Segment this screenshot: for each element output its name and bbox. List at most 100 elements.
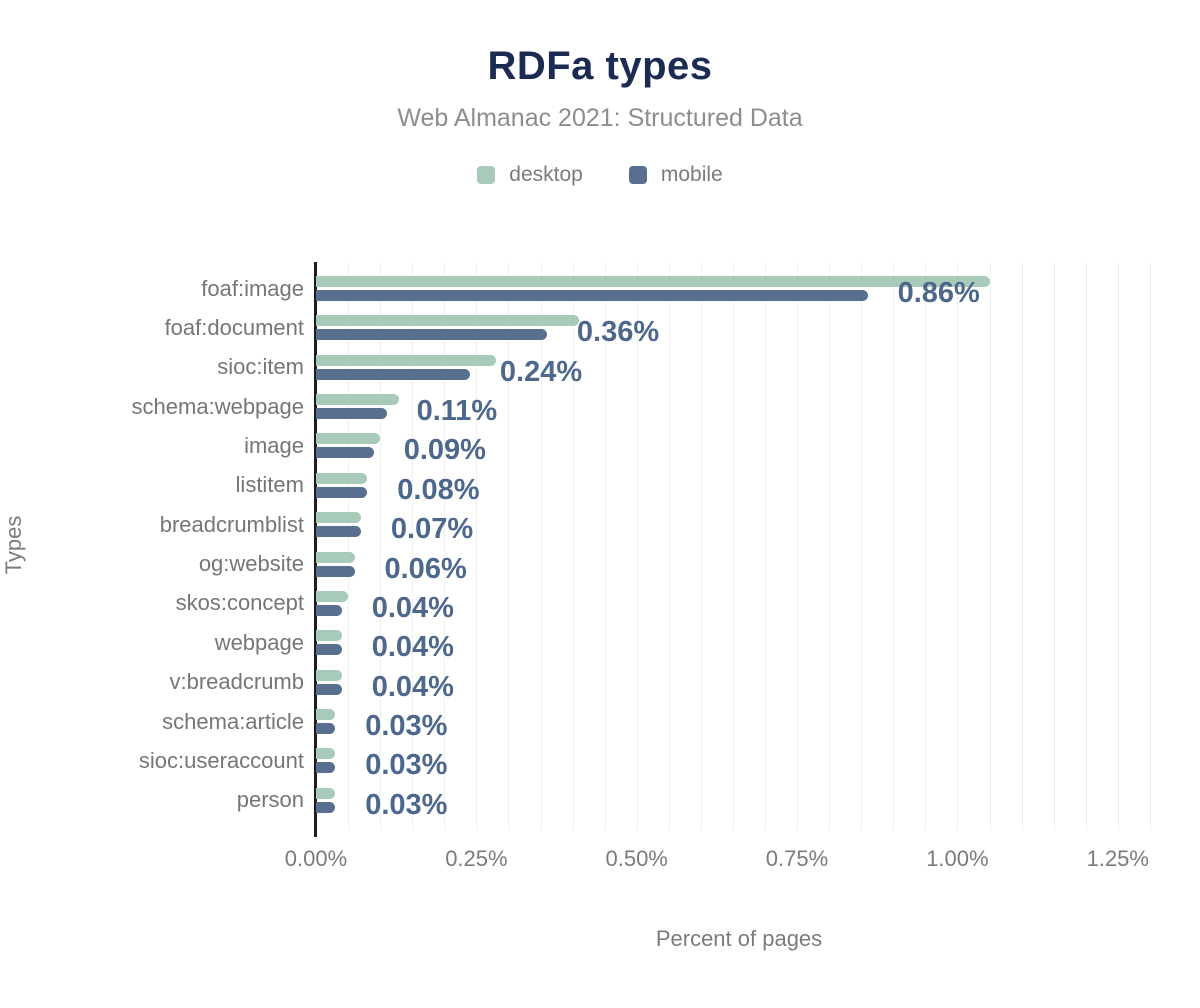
- desktop-bar: [316, 394, 400, 406]
- legend-swatch-icon: [628, 166, 647, 184]
- mobile-bar: [316, 368, 470, 380]
- gridline: [957, 262, 959, 830]
- desktop-bar: [316, 590, 349, 602]
- value-label: 0.03%: [365, 710, 448, 743]
- value-label: 0.04%: [371, 670, 454, 703]
- gridline: [861, 262, 863, 830]
- gridline: [700, 262, 702, 830]
- mobile-bar: [316, 723, 336, 735]
- x-tick-label: 0.50%: [605, 846, 668, 871]
- gridline: [925, 262, 927, 830]
- category-label: v:breadcrumb: [169, 669, 304, 695]
- zero-tick: [314, 830, 317, 837]
- desktop-bar: [316, 551, 355, 563]
- value-label: 0.08%: [397, 473, 480, 506]
- gridline: [668, 262, 670, 830]
- chart-subtitle: Web Almanac 2021: Structured Data: [397, 104, 803, 132]
- x-tick-label: 0.75%: [765, 846, 829, 871]
- gridline: [1085, 262, 1087, 830]
- mobile-bar: [316, 290, 868, 301]
- desktop-bar: [316, 433, 381, 445]
- mobile-bar: [316, 801, 336, 813]
- gridline: [380, 262, 382, 830]
- gridline: [348, 262, 350, 830]
- mobile-bar: [316, 565, 355, 577]
- gridline: [893, 262, 895, 830]
- category-label: sioc:useraccount: [138, 747, 304, 773]
- gridline: [444, 262, 446, 830]
- category-label: breadcrumblist: [159, 511, 304, 537]
- category-label: image: [244, 432, 304, 458]
- value-label: 0.09%: [403, 434, 486, 467]
- desktop-bar: [316, 787, 336, 799]
- desktop-bar: [316, 512, 361, 524]
- category-label: skos:concept: [175, 590, 304, 616]
- mobile-bar: [316, 447, 374, 459]
- category-label: foaf:image: [201, 275, 304, 301]
- gridline: [1149, 262, 1151, 830]
- gridline: [540, 262, 542, 830]
- value-label: 0.03%: [365, 788, 448, 821]
- desktop-bar: [316, 276, 990, 287]
- gridline: [604, 262, 606, 830]
- desktop-bar: [316, 630, 342, 642]
- desktop-bar: [316, 315, 579, 327]
- x-tick-label: 0.00%: [284, 846, 348, 871]
- mobile-bar: [316, 762, 336, 774]
- gridline: [765, 262, 766, 830]
- category-label: person: [236, 787, 304, 813]
- x-axis-title: Percent of pages: [655, 926, 823, 951]
- desktop-bar: [316, 748, 336, 760]
- mobile-bar: [316, 329, 547, 341]
- chart-title: RDFa types: [487, 44, 713, 88]
- desktop-bar: [316, 669, 342, 681]
- value-label: 0.07%: [390, 513, 474, 546]
- legend: desktop mobile: [0, 163, 1200, 187]
- x-tick-label: 1.25%: [1086, 846, 1149, 871]
- gridline: [508, 262, 510, 830]
- legend-label: desktop: [509, 163, 583, 186]
- category-label: webpage: [214, 629, 304, 655]
- value-label: 0.04%: [371, 631, 454, 664]
- gridline: [797, 262, 799, 830]
- gridline: [1021, 262, 1023, 830]
- x-tick-label: 1.00%: [926, 846, 989, 871]
- legend-swatch-icon: [477, 166, 496, 184]
- value-label: 0.24%: [499, 355, 583, 388]
- category-label: listitem: [235, 472, 304, 498]
- value-label: 0.11%: [416, 395, 498, 428]
- category-label: sioc:item: [217, 354, 304, 380]
- gridline: [572, 262, 574, 830]
- desktop-bar: [316, 354, 496, 366]
- category-label: og:website: [198, 551, 304, 577]
- category-label: foaf:document: [164, 314, 304, 340]
- mobile-bar: [316, 526, 361, 538]
- value-label: 0.04%: [371, 591, 454, 624]
- gridline: [732, 262, 734, 830]
- value-label: 0.86%: [897, 277, 980, 309]
- gridline: [1117, 262, 1119, 830]
- gridline: [412, 262, 414, 830]
- gridline: [989, 262, 991, 830]
- mobile-bar: [316, 644, 342, 656]
- mobile-bar: [316, 683, 342, 695]
- gridline: [476, 262, 478, 830]
- value-label: 0.03%: [365, 749, 448, 782]
- gridline: [1053, 262, 1055, 830]
- mobile-bar: [316, 604, 342, 616]
- x-tick-label: 0.25%: [445, 846, 508, 871]
- category-label: schema:article: [162, 708, 304, 734]
- value-label: 0.36%: [576, 316, 660, 349]
- legend-label: mobile: [660, 163, 723, 186]
- legend-item-desktop: desktop: [477, 163, 583, 187]
- legend-item-mobile: mobile: [628, 163, 723, 187]
- y-axis-title: Types: [1, 515, 26, 575]
- gridline: [636, 262, 638, 830]
- mobile-bar: [316, 408, 387, 420]
- category-label: schema:webpage: [131, 393, 304, 419]
- desktop-bar: [316, 709, 336, 721]
- gridline: [829, 262, 831, 830]
- desktop-bar: [316, 472, 368, 484]
